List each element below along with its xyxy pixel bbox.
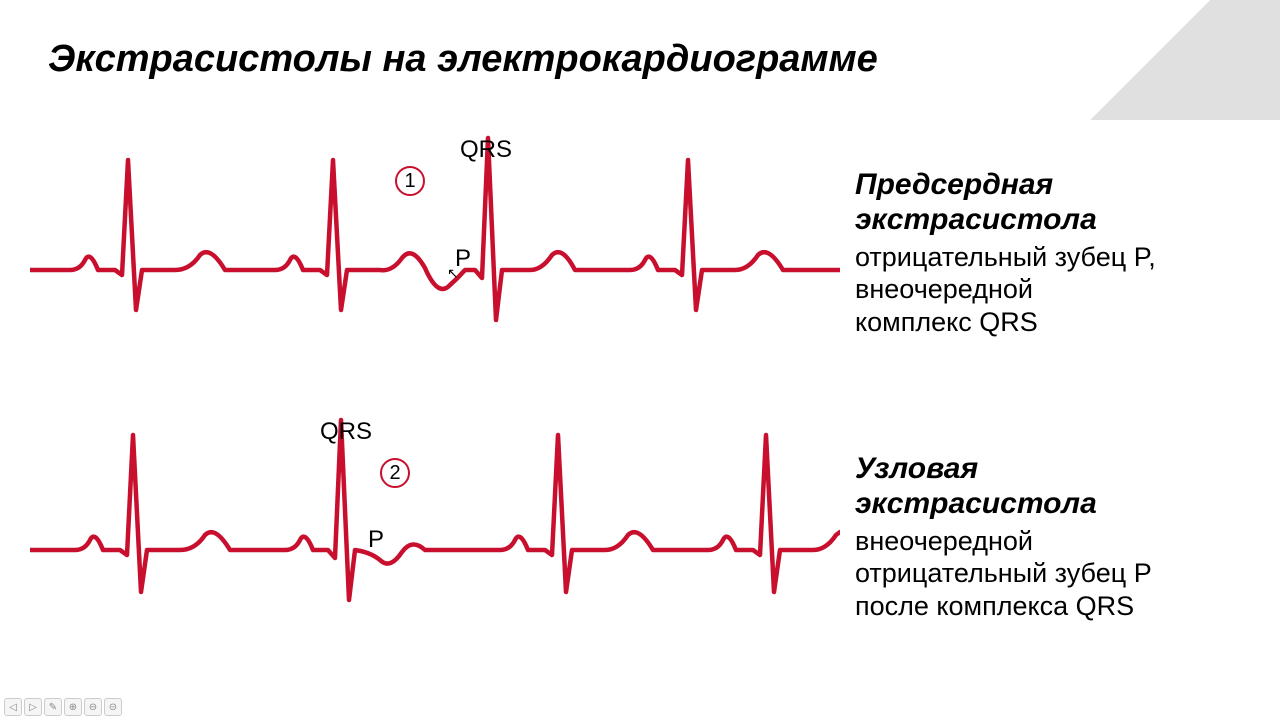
zoom-out-icon[interactable]: ⊖ bbox=[84, 698, 102, 716]
corner-accent bbox=[1020, 0, 1280, 120]
p-label-2: P bbox=[368, 526, 384, 554]
zoom-in-icon[interactable]: ⊕ bbox=[64, 698, 82, 716]
description-2-title: Узловаяэкстрасистола bbox=[855, 452, 1255, 521]
badge-1: 1 bbox=[395, 166, 425, 196]
ecg-waveform-2 bbox=[30, 410, 840, 640]
description-2-text: внеочереднойотрицательный зубец Pпосле к… bbox=[855, 525, 1255, 622]
qrs-label-1: QRS bbox=[460, 136, 512, 164]
page-title: Экстрасистолы на электрокардиограмме bbox=[48, 38, 878, 81]
edit-icon[interactable]: ✎ bbox=[44, 698, 62, 716]
ecg-waveform-1 bbox=[30, 130, 840, 360]
description-1-title: Предсерднаяэкстрасистола bbox=[855, 168, 1255, 237]
next-icon[interactable]: ▷ bbox=[24, 698, 42, 716]
badge-2-number: 2 bbox=[389, 462, 400, 485]
qrs-label-2: QRS bbox=[320, 418, 372, 446]
reset-icon[interactable]: ⊝ bbox=[104, 698, 122, 716]
prev-icon[interactable]: ◁ bbox=[4, 698, 22, 716]
cursor-icon: ↖ bbox=[447, 265, 459, 282]
badge-2: 2 bbox=[380, 458, 410, 488]
description-1: Предсерднаяэкстрасистола отрицательный з… bbox=[855, 168, 1255, 338]
description-1-text: отрицательный зубец P,внеочереднойкомпле… bbox=[855, 241, 1255, 338]
ecg-row-2: 2 QRS P bbox=[30, 410, 840, 640]
badge-1-number: 1 bbox=[404, 170, 415, 193]
description-2: Узловаяэкстрасистола внеочереднойотрицат… bbox=[855, 452, 1255, 622]
viewer-toolbar: ◁ ▷ ✎ ⊕ ⊖ ⊝ bbox=[4, 698, 122, 716]
ecg-row-1: 1 QRS P ↖ bbox=[30, 130, 840, 360]
